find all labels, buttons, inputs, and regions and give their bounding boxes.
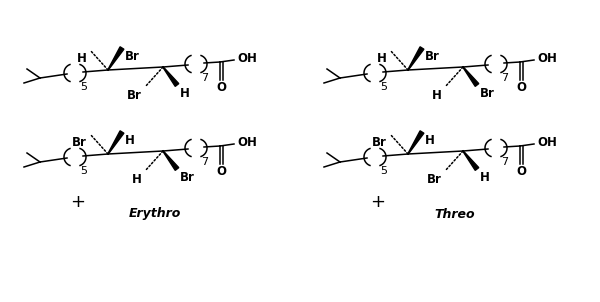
- Text: O: O: [216, 81, 226, 94]
- Text: 7: 7: [501, 157, 508, 167]
- Polygon shape: [463, 151, 479, 170]
- Text: 5: 5: [380, 82, 387, 92]
- Text: 5: 5: [80, 166, 87, 176]
- Text: H: H: [125, 134, 135, 147]
- Text: O: O: [516, 165, 526, 178]
- Text: 7: 7: [201, 73, 208, 83]
- Text: Br: Br: [72, 136, 87, 149]
- Text: OH: OH: [237, 53, 257, 66]
- Text: Br: Br: [427, 173, 442, 186]
- Polygon shape: [463, 67, 479, 86]
- Text: Br: Br: [125, 50, 140, 63]
- Text: Br: Br: [180, 171, 195, 184]
- Text: 7: 7: [201, 157, 208, 167]
- Text: OH: OH: [537, 53, 557, 66]
- Text: Br: Br: [372, 136, 387, 149]
- Text: 7: 7: [501, 73, 508, 83]
- Polygon shape: [163, 67, 179, 86]
- Text: H: H: [180, 87, 190, 100]
- Text: Erythro: Erythro: [129, 207, 181, 220]
- Polygon shape: [108, 131, 124, 154]
- Text: H: H: [377, 52, 387, 65]
- Text: Br: Br: [425, 50, 440, 63]
- Text: Threo: Threo: [434, 207, 475, 220]
- Text: Br: Br: [480, 87, 495, 100]
- Polygon shape: [108, 47, 124, 70]
- Text: OH: OH: [537, 137, 557, 149]
- Polygon shape: [408, 131, 424, 154]
- Text: H: H: [77, 52, 87, 65]
- Text: Br: Br: [127, 89, 142, 102]
- Polygon shape: [408, 47, 424, 70]
- Text: 5: 5: [80, 82, 87, 92]
- Text: H: H: [132, 173, 142, 186]
- Text: O: O: [516, 81, 526, 94]
- Polygon shape: [163, 151, 179, 170]
- Text: +: +: [371, 193, 386, 211]
- Text: +: +: [71, 193, 86, 211]
- Text: H: H: [480, 171, 490, 184]
- Text: H: H: [432, 89, 442, 102]
- Text: O: O: [216, 165, 226, 178]
- Text: H: H: [425, 134, 435, 147]
- Text: 5: 5: [380, 166, 387, 176]
- Text: OH: OH: [237, 137, 257, 149]
